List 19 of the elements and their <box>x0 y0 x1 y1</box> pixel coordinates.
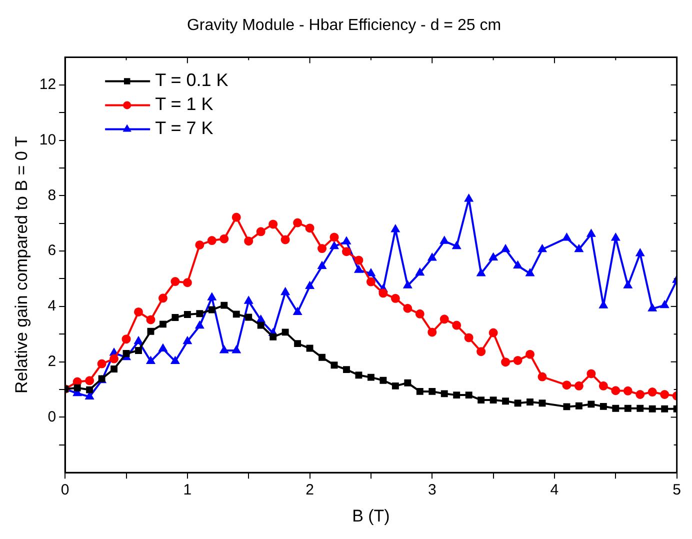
y-tick-label: 4 <box>48 298 56 315</box>
y-tick-label: 6 <box>48 242 56 260</box>
x-tick-label: 1 <box>183 482 192 499</box>
y-tick-label: 10 <box>39 131 56 148</box>
x-tick-label: 2 <box>306 482 314 499</box>
y-axis-title: Relative gain compared to B = 0 T <box>12 136 31 394</box>
y-tick-label: 12 <box>39 76 56 94</box>
chart-title: Gravity Module - Hbar Efficiency - d = 25 cm <box>186 17 502 34</box>
x-tick-label: 0 <box>60 482 70 499</box>
legend-label: T = 0.1 K <box>155 70 228 90</box>
x-tick-label: 5 <box>672 482 681 499</box>
y-tick-label: 8 <box>48 186 56 204</box>
x-axis-title: B (T) <box>352 506 390 526</box>
x-tick-label: 4 <box>550 482 559 499</box>
y-tick-label: 2 <box>48 352 56 370</box>
legend-label: T = 7 K <box>155 118 214 138</box>
y-tick-label: 0 <box>48 408 56 426</box>
legend-label: T = 1 K <box>155 94 214 114</box>
x-tick-label: 3 <box>428 482 436 499</box>
